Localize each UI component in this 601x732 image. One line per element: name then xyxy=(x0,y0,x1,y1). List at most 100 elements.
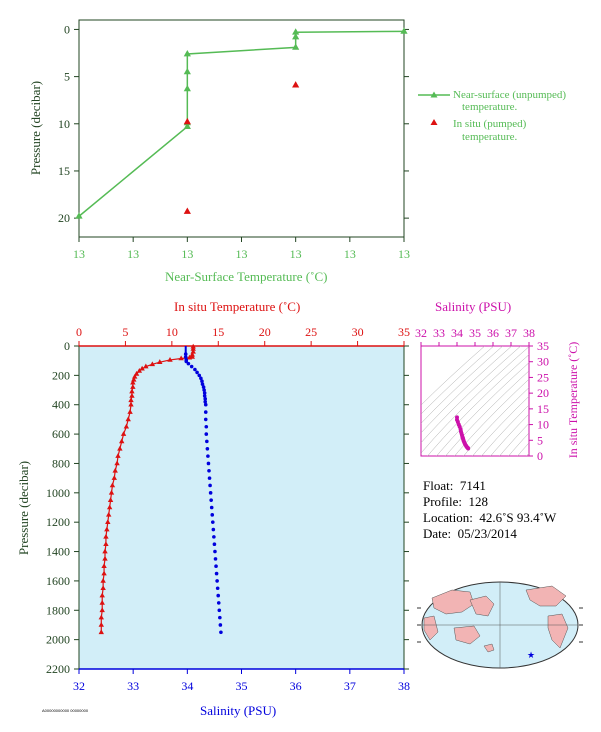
salinity-point xyxy=(193,367,197,372)
salinity-point xyxy=(195,370,199,375)
legend-unpumped-marker xyxy=(430,91,438,98)
salinity-point xyxy=(201,385,206,389)
float-row: Float: 7141 xyxy=(423,478,556,494)
salinity-tick-label: 36 xyxy=(290,679,302,693)
temperature-tick-label: 0 xyxy=(76,325,82,339)
near-surface-x-tick-label: 13 xyxy=(236,247,248,261)
temperature-tick-label: 15 xyxy=(212,325,224,339)
ts-x-tick-label: 34 xyxy=(451,326,463,340)
salinity-point xyxy=(211,527,216,532)
temperature-point xyxy=(129,388,135,394)
profile-y-tick-label: 1000 xyxy=(46,486,70,500)
density-contour xyxy=(421,346,529,454)
temperature-tick-label: 5 xyxy=(122,325,128,339)
ts-y-tick-label: 15 xyxy=(537,402,549,416)
temperature-point xyxy=(123,423,130,429)
near-surface-pumped-point xyxy=(183,207,191,214)
temperature-point xyxy=(108,489,115,495)
salinity-point xyxy=(183,352,188,356)
near-surface-x-tick-label: 13 xyxy=(398,247,410,261)
temperature-point xyxy=(130,379,136,385)
density-contour xyxy=(517,442,529,456)
profile-y-tick-label: 2000 xyxy=(46,633,70,647)
map-land xyxy=(423,585,569,653)
near-surface-x-tick-label: 13 xyxy=(127,247,139,261)
temperature-point xyxy=(119,438,125,444)
land-asia xyxy=(431,589,475,615)
salinity-point xyxy=(206,461,211,466)
near-surface-pumped-point xyxy=(292,81,300,88)
temperature-point xyxy=(130,384,136,389)
near-surface-unpumped-point xyxy=(75,212,83,219)
temperature-point xyxy=(136,367,143,373)
legend-unpumped-label-1: Near-surface (unpumped) xyxy=(453,89,566,101)
legend-pumped-label-2: temperature. xyxy=(462,131,518,143)
salinity-point xyxy=(197,373,202,378)
salinity-point xyxy=(219,630,223,635)
temperature-axis: 0 5 10 15 20 25 30 35 xyxy=(76,325,410,346)
near-surface-y-tick-label: 10 xyxy=(58,117,70,131)
density-contours xyxy=(421,346,529,456)
density-contour xyxy=(499,422,529,456)
profile-chart: 0200400600800100012001400160018002000220… xyxy=(16,299,410,718)
float-label: Float: xyxy=(423,478,454,493)
temperature-point xyxy=(111,475,117,480)
salinity-point xyxy=(214,564,218,569)
legend-unpumped-label-2: temperature. xyxy=(462,101,518,113)
location-row: Location: 42.6˚S 93.4˚W xyxy=(423,510,556,526)
salinity-tick-label: 37 xyxy=(344,679,356,693)
temperature-tick-label: 30 xyxy=(352,325,364,339)
salinity-point xyxy=(214,571,219,576)
density-contour xyxy=(421,346,504,424)
profile-value: 128 xyxy=(468,494,489,509)
salinity-point xyxy=(212,542,217,547)
temperature-tick-label: 35 xyxy=(398,325,410,339)
salinity-point xyxy=(215,586,220,591)
salinity-point xyxy=(207,468,211,473)
density-contour xyxy=(436,362,529,456)
date-row: Date: 05/23/2014 xyxy=(423,526,556,542)
temperature-point xyxy=(127,409,133,414)
profile-y-axis: 0 200 400 600 800 1000 1200 1400 1600 1800 2000 220… xyxy=(46,339,409,676)
density-contour xyxy=(508,432,529,456)
land-north-america xyxy=(525,585,567,607)
temperature-point xyxy=(186,354,193,360)
ts-x-tick-label: 38 xyxy=(523,326,535,340)
temperature-point xyxy=(157,359,163,364)
profile-y-tick-label: 400 xyxy=(52,398,70,412)
temperature-point xyxy=(149,361,156,367)
float-location-star-icon: ★ xyxy=(527,650,535,660)
temperature-point xyxy=(98,614,104,620)
salinity-point xyxy=(203,399,208,404)
near-surface-x-tick-label: 13 xyxy=(181,247,193,261)
temperature-point xyxy=(167,356,173,362)
salinity-point xyxy=(204,424,209,429)
temperature-point xyxy=(114,460,120,466)
salinity-point xyxy=(209,498,213,502)
float-value: 7141 xyxy=(459,478,486,493)
ts-y-axis-label: In situ Temperature (˚C) xyxy=(566,342,580,459)
ts-y-tick-label: 20 xyxy=(537,386,549,400)
near-surface-unpumped-point xyxy=(292,28,300,35)
land-se-asia xyxy=(469,595,495,617)
ts-x-tick-label: 35 xyxy=(469,326,481,340)
temperature-point xyxy=(103,533,109,539)
salinity-point xyxy=(200,379,204,384)
temperature-point xyxy=(109,482,116,488)
density-contour xyxy=(427,354,529,456)
salinity-tick-label: 38 xyxy=(398,679,410,693)
temperature-point xyxy=(178,355,184,361)
temperature-tick-label: 10 xyxy=(166,325,178,339)
date-value: 05/23/2014 xyxy=(457,526,517,541)
near-surface-chart: 0 5 10 15 20 13 13 13 13 13 13 13 Near-Surface Tem… xyxy=(28,19,566,284)
temperature-point xyxy=(104,526,110,532)
date-label: Date: xyxy=(423,526,452,541)
temperature-tick-label: 25 xyxy=(305,325,317,339)
profile-y-tick-label: 1400 xyxy=(46,545,70,559)
salinity-point xyxy=(213,557,218,561)
temperature-point xyxy=(128,397,134,403)
ts-points xyxy=(455,415,471,451)
near-surface-pumped-point xyxy=(183,117,191,125)
